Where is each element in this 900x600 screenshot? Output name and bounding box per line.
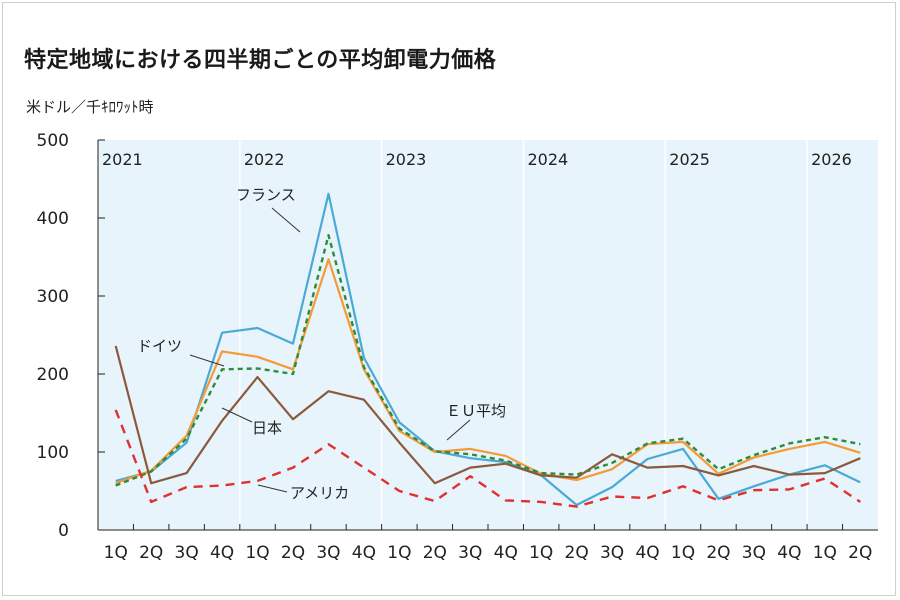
x-tick-label: 2Q — [565, 543, 589, 563]
x-tick-label: 2Q — [281, 543, 305, 563]
series-line-0 — [115, 192, 861, 507]
chart-title: 特定地域における四半期ごとの平均卸電力価格 — [24, 48, 497, 73]
x-tick-label: 2Q — [139, 543, 163, 563]
x-tick-label: 1Q — [813, 543, 837, 563]
x-tick-label: 4Q — [635, 543, 659, 563]
y-tick-label: 300 — [37, 287, 69, 307]
x-tick-label: 4Q — [210, 543, 234, 563]
plot-area — [98, 140, 878, 530]
year-label: 2024 — [527, 150, 568, 169]
series-line-3 — [114, 345, 861, 485]
y-tick-label: 500 — [37, 131, 69, 151]
series-line-1 — [115, 258, 861, 485]
annotation-leader — [271, 207, 301, 233]
x-tick-label: 3Q — [458, 543, 482, 563]
x-tick-label: 1Q — [671, 543, 695, 563]
year-label: 2026 — [811, 150, 852, 169]
y-tick-label: 200 — [37, 365, 69, 385]
annotation-leader — [221, 407, 253, 423]
series-label: アメリカ — [290, 484, 349, 502]
x-tick-label: 1Q — [529, 543, 553, 563]
x-tick-label: 2Q — [706, 543, 730, 563]
x-tick-label: 1Q — [104, 543, 128, 563]
x-tick-label: 3Q — [600, 543, 624, 563]
x-tick-label: 2Q — [423, 543, 447, 563]
x-tick-label: 4Q — [777, 543, 801, 563]
x-tick-label: 1Q — [387, 543, 411, 563]
series-label: ＥＵ平均 — [446, 402, 506, 420]
x-tick-label: 4Q — [494, 543, 518, 563]
y-tick-label: 100 — [37, 443, 69, 463]
series-label: 日本 — [252, 419, 282, 437]
x-tick-label: 1Q — [245, 543, 269, 563]
x-tick-label: 3Q — [175, 543, 199, 563]
year-label: 2025 — [669, 150, 710, 169]
x-tick-label: 4Q — [352, 543, 376, 563]
series-label: フランス — [236, 186, 296, 204]
x-tick-label: 3Q — [742, 543, 766, 563]
series-label: ドイツ — [137, 337, 182, 355]
series-line-2 — [115, 234, 861, 487]
year-label: 2023 — [386, 150, 427, 169]
year-label: 2022 — [244, 150, 285, 169]
y-axis-unit: 米ドル／千ｷﾛﾜｯﾄ時 — [26, 98, 154, 116]
x-tick-label: 3Q — [316, 543, 340, 563]
y-tick-label: 0 — [58, 521, 69, 541]
x-tick-label: 2Q — [848, 543, 872, 563]
annotation-leader — [189, 354, 225, 367]
annotation-leader — [257, 484, 288, 493]
y-tick-label: 400 — [37, 209, 69, 229]
annotation-leader — [446, 419, 471, 441]
year-label: 2021 — [102, 150, 143, 169]
